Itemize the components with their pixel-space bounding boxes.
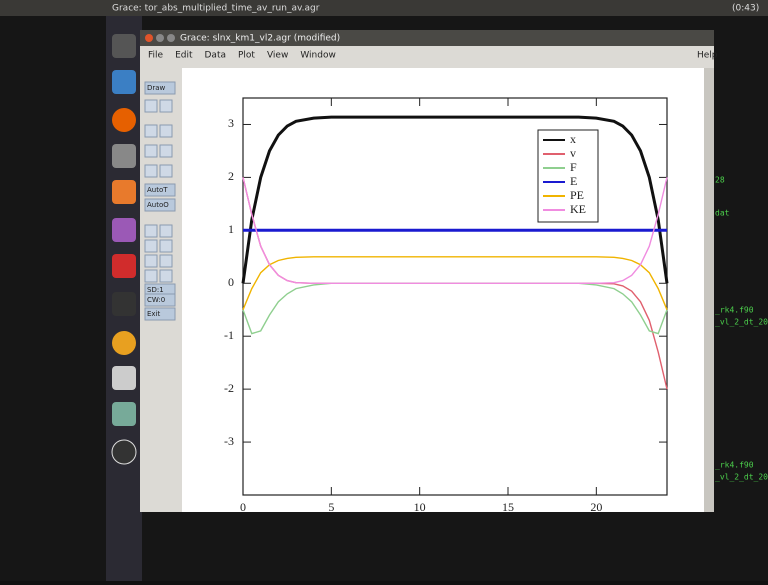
menu-help[interactable]: Help <box>697 51 718 61</box>
menu-item[interactable]: Data <box>205 51 227 61</box>
tool-icon[interactable] <box>145 270 157 282</box>
tool-icon[interactable] <box>160 270 172 282</box>
scrollbar[interactable] <box>704 68 714 512</box>
legend-label: v <box>570 146 576 160</box>
legend-label: E <box>570 174 577 188</box>
launcher-icon[interactable] <box>112 331 136 355</box>
terminal-line: _rk4.f90 <box>715 461 754 470</box>
legend-label: PE <box>570 188 584 202</box>
launcher-icon[interactable] <box>112 402 136 426</box>
canvas <box>182 68 706 512</box>
terminal-line: dat <box>715 209 730 218</box>
terminal-line: _vl_2_dt_20 <box>715 473 768 482</box>
tool-label: SD:1 <box>147 286 164 294</box>
tool-icon[interactable] <box>145 255 157 267</box>
legend-label: KE <box>570 202 586 216</box>
launcher-icon[interactable] <box>112 108 136 132</box>
terminal-line: 28 <box>715 176 725 185</box>
x-tick-label: 5 <box>328 500 334 514</box>
tool-icon[interactable] <box>160 165 172 177</box>
tool-icon[interactable] <box>160 255 172 267</box>
menu-bar: File Edit Data Plot View Window <box>148 51 336 61</box>
launcher-icon[interactable] <box>112 292 136 316</box>
launcher-icon[interactable] <box>112 254 136 278</box>
minimize-button[interactable] <box>156 34 164 42</box>
y-tick-label: 1 <box>228 222 234 236</box>
y-tick-label: 2 <box>228 169 234 183</box>
menu-item[interactable]: Edit <box>175 51 193 61</box>
launcher-icon[interactable] <box>112 70 136 94</box>
x-tick-label: 0 <box>240 500 246 514</box>
tool-icon[interactable] <box>160 145 172 157</box>
launcher-icon[interactable] <box>112 180 136 204</box>
y-tick-label: -1 <box>224 328 234 342</box>
launcher-icon[interactable] <box>112 440 136 464</box>
tool-icon[interactable] <box>145 225 157 237</box>
legend-box <box>538 130 598 222</box>
legend-label: F <box>570 160 577 174</box>
x-tick-label: 10 <box>414 500 426 514</box>
tool-label: AutoT <box>147 186 168 194</box>
x-tick-label: 15 <box>502 500 514 514</box>
tool-label: Draw <box>147 84 166 92</box>
launcher-icon[interactable] <box>112 366 136 390</box>
y-tick-label: 3 <box>228 116 234 130</box>
tool-label: Exit <box>147 310 161 318</box>
launcher-icon[interactable] <box>112 34 136 58</box>
menu-item[interactable]: View <box>267 51 288 61</box>
legend-label: x <box>570 132 576 146</box>
tool-icon[interactable] <box>145 145 157 157</box>
tool-icon[interactable] <box>145 165 157 177</box>
tool-label: AutoO <box>147 201 169 209</box>
clock[interactable]: (0:43) <box>732 4 759 14</box>
y-tick-label: 0 <box>228 275 234 289</box>
screen: Grace: tor_abs_multiplied_time_av_run_av… <box>0 0 768 581</box>
launcher-icon[interactable] <box>112 218 136 242</box>
tool-icon[interactable] <box>160 240 172 252</box>
menu-item[interactable]: Plot <box>238 51 255 61</box>
tool-icon[interactable] <box>145 125 157 137</box>
x-tick-label: 20 <box>590 500 602 514</box>
tool-label: CW:0 <box>147 296 165 304</box>
window-title: Grace: slnx_km1_vl2.agr (modified) <box>180 34 340 44</box>
terminal-line: _vl_2_dt_20 <box>715 318 768 327</box>
tool-icon[interactable] <box>160 100 172 112</box>
tool-icon[interactable] <box>145 100 157 112</box>
tool-icon[interactable] <box>145 240 157 252</box>
close-button[interactable] <box>145 34 153 42</box>
top-title: Grace: tor_abs_multiplied_time_av_run_av… <box>112 4 320 14</box>
tool-icon[interactable] <box>160 125 172 137</box>
tool-icon[interactable] <box>160 225 172 237</box>
menu-item[interactable]: File <box>148 51 164 61</box>
launcher-icon[interactable] <box>112 144 136 168</box>
y-tick-label: -2 <box>224 381 234 395</box>
menu-item[interactable]: Window <box>300 51 336 61</box>
terminal-line: _rk4.f90 <box>715 306 754 315</box>
maximize-button[interactable] <box>167 34 175 42</box>
y-tick-label: -3 <box>224 434 234 448</box>
